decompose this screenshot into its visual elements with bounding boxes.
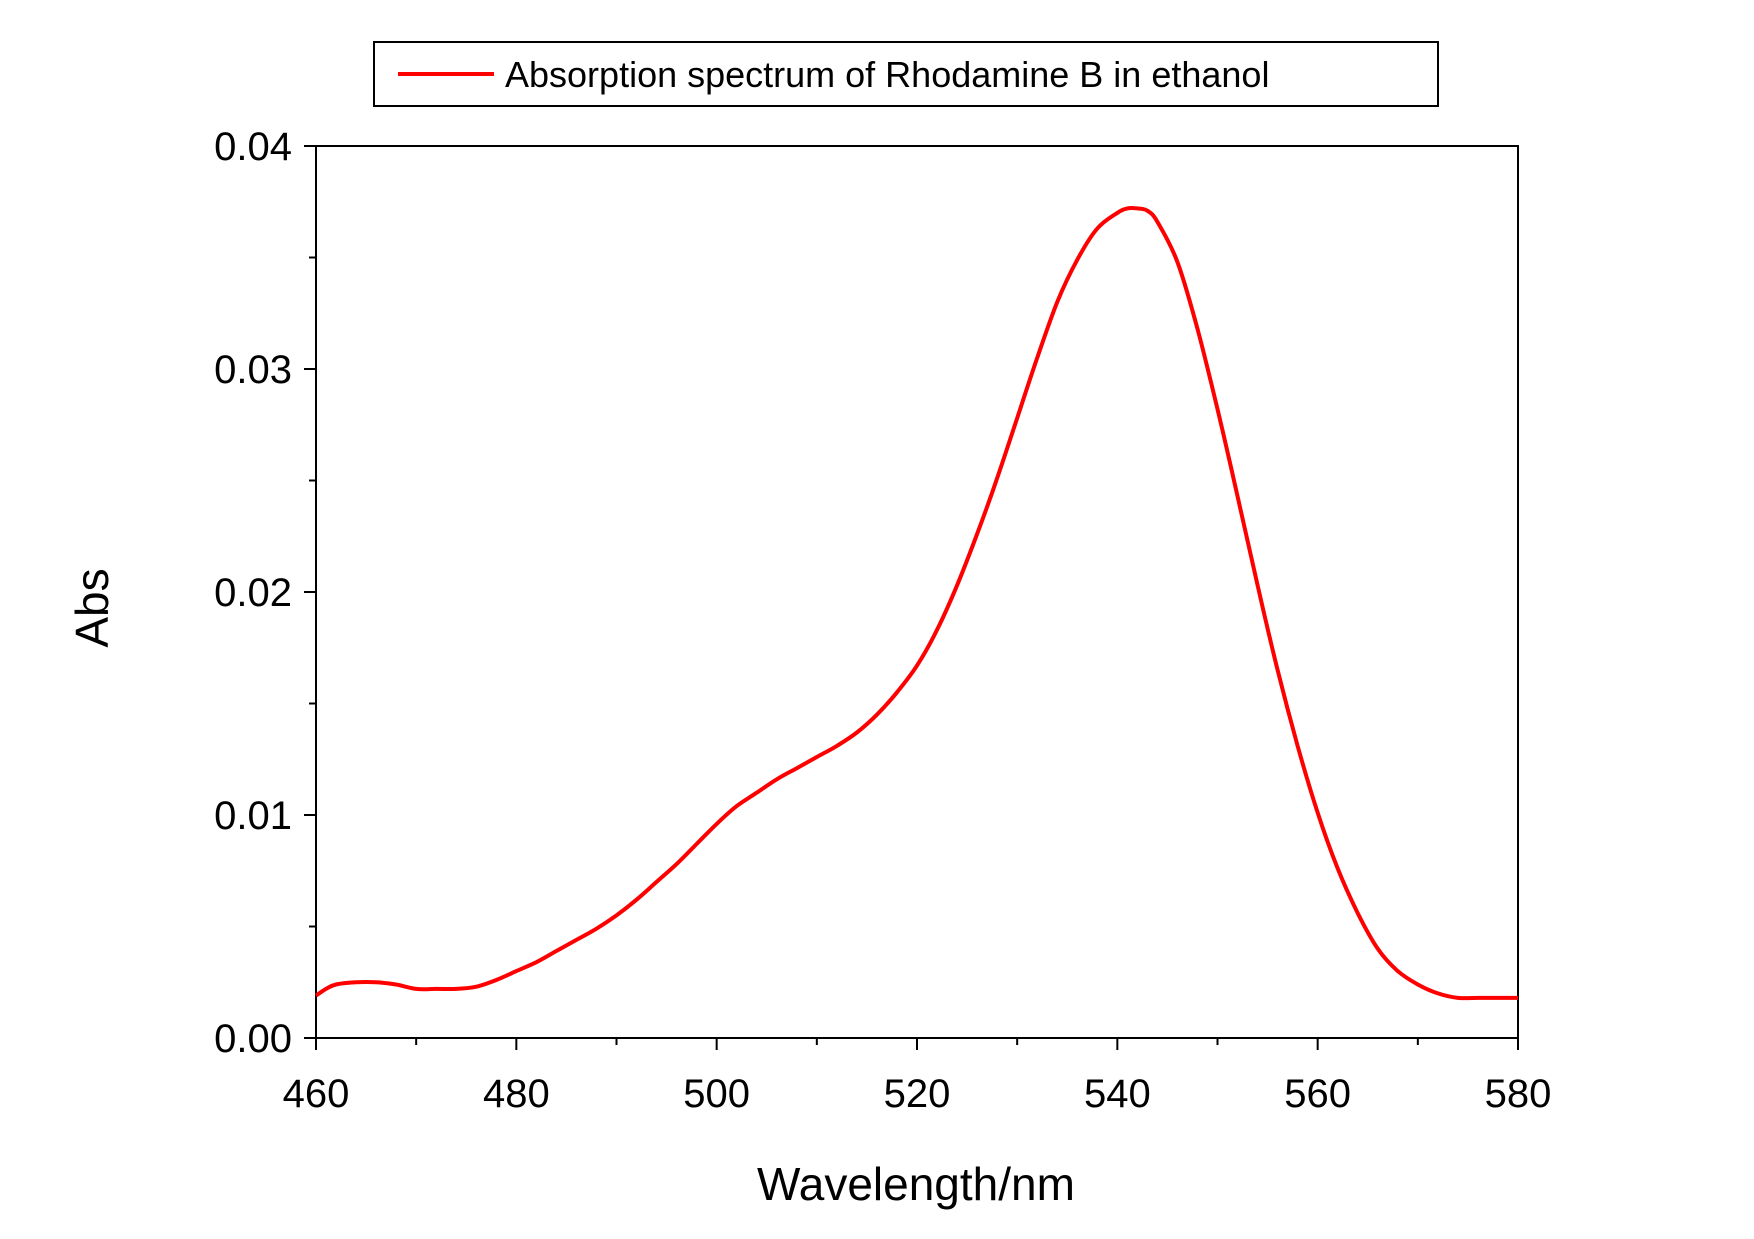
y-tick-label: 0.02 bbox=[214, 571, 292, 615]
y-tick-label: 0.00 bbox=[214, 1017, 292, 1061]
series-line bbox=[314, 206, 1518, 1001]
legend-label: Absorption spectrum of Rhodamine B in et… bbox=[505, 54, 1269, 95]
series bbox=[314, 206, 1518, 1001]
x-tick-label: 540 bbox=[1084, 1072, 1151, 1116]
legend: Absorption spectrum of Rhodamine B in et… bbox=[373, 41, 1439, 107]
x-tick-label: 500 bbox=[683, 1072, 750, 1116]
y-tick-label: 0.03 bbox=[214, 348, 292, 392]
x-tick-label: 560 bbox=[1284, 1072, 1351, 1116]
x-tick-label: 520 bbox=[884, 1072, 951, 1116]
ticks bbox=[304, 145, 1519, 1050]
y-axis-title: Abs bbox=[66, 568, 118, 647]
x-axis-title: Wavelength/nm bbox=[757, 1158, 1075, 1210]
x-tick-label: 460 bbox=[283, 1072, 350, 1116]
y-tick-label: 0.01 bbox=[214, 794, 292, 838]
y-tick-label: 0.04 bbox=[214, 125, 292, 169]
x-tick-label: 480 bbox=[483, 1072, 550, 1116]
x-tick-label: 580 bbox=[1485, 1072, 1552, 1116]
plot-frame bbox=[315, 145, 1519, 1039]
tick-labels: 460 480 500 520 540 560 580 0.00 0.01 0.02 0.03 0.0… bbox=[214, 125, 1551, 1116]
legend-box bbox=[373, 41, 1439, 107]
plot-area bbox=[315, 145, 1519, 1039]
